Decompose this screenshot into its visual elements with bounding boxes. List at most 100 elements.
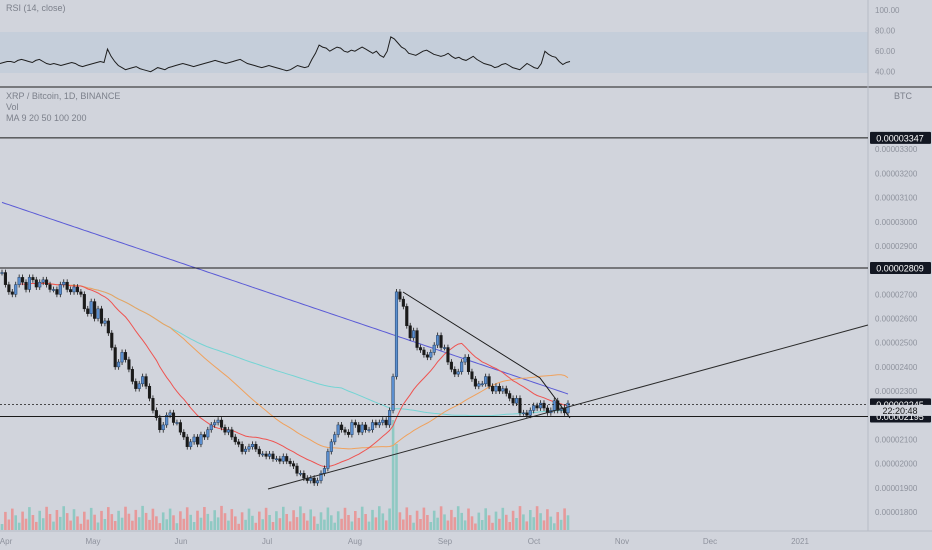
candle (429, 349, 433, 361)
candle (58, 281, 62, 298)
time-tick-label: 2021 (791, 537, 809, 546)
candle (377, 419, 381, 428)
volume-bar (192, 522, 196, 530)
candle (415, 327, 419, 351)
ascending-trendline[interactable] (267, 324, 869, 490)
volume-bar (158, 523, 162, 530)
candle (305, 475, 309, 484)
candle (154, 407, 158, 421)
candle (110, 330, 114, 351)
candle (134, 378, 138, 392)
volume-bar (299, 506, 302, 530)
price-tick-label: 0.00002400 (875, 363, 918, 372)
volume-bar (477, 512, 481, 530)
price-tick-label: 0.00003100 (875, 194, 918, 203)
candle (326, 448, 330, 472)
volume-bar (113, 521, 117, 530)
time-tick-label: Nov (615, 537, 629, 546)
rsi-axis: 100.00 80.00 60.00 40.00 (875, 6, 900, 77)
volume-bar (515, 518, 518, 530)
moving-averages (1, 201, 569, 468)
candle (192, 434, 196, 445)
volume-bar (295, 517, 299, 530)
volume-bar (374, 517, 378, 530)
candle (219, 417, 224, 431)
candle (329, 438, 333, 455)
volume-bar (120, 517, 124, 530)
volume-bar (76, 516, 79, 530)
candle (408, 322, 412, 341)
volume-bar (251, 515, 254, 530)
volume-bar (203, 507, 206, 530)
volume-bar (408, 515, 412, 530)
volume-bar (206, 513, 210, 530)
rsi-label: RSI (14, close) (6, 3, 66, 13)
price-tick-label: 0.00002100 (875, 435, 918, 444)
volume-bar (288, 521, 292, 530)
candle (309, 475, 313, 484)
volume-bar (45, 506, 48, 530)
price-tick-label: 0.00002700 (875, 290, 918, 299)
volume-bar (264, 507, 268, 530)
volume-bar (4, 511, 7, 530)
symbol-label: XRP / Bitcoin, 1D, BINANCE (6, 91, 120, 101)
candle (456, 368, 460, 378)
candle (274, 455, 278, 462)
volume-bar (196, 510, 199, 530)
candle (473, 376, 477, 390)
candle (298, 470, 302, 477)
volume-bar (148, 519, 151, 530)
candle (230, 426, 234, 440)
candle (556, 397, 560, 414)
volume-bar (398, 512, 402, 530)
volume-bar (487, 515, 491, 530)
volume-bar (230, 509, 234, 530)
volume-bar (107, 507, 110, 530)
candle (69, 286, 73, 295)
volume-bar (137, 517, 141, 530)
candle (333, 431, 337, 445)
candle (316, 477, 320, 486)
volume-bar (141, 505, 144, 530)
candle (189, 438, 193, 450)
volume-bar (199, 517, 203, 530)
price-tick-label: 0.00001900 (875, 484, 918, 493)
candle (268, 451, 272, 460)
price-level-value: 0.00003347 (876, 133, 924, 143)
volume-bar (55, 510, 59, 530)
candle (51, 286, 56, 293)
volume-bar (371, 509, 374, 530)
candle (178, 419, 182, 436)
candle (312, 475, 316, 486)
volume-bar (244, 519, 247, 530)
volume-bar (189, 514, 192, 530)
rsi-line (0, 36, 571, 73)
volume-bar (542, 520, 546, 530)
rsi-tick-label: 40.00 (875, 68, 896, 77)
candle (233, 434, 237, 445)
volume-bar (72, 509, 76, 530)
volume-bar (566, 515, 570, 530)
volume-bar (333, 522, 336, 530)
candle (545, 405, 549, 416)
volume-bar (505, 514, 508, 530)
candle (247, 443, 251, 453)
candle (147, 383, 152, 402)
volume-bar (429, 522, 433, 530)
candle (226, 426, 230, 436)
candle (21, 274, 25, 286)
candle (7, 281, 11, 295)
volume-bar (343, 507, 347, 530)
volume-bar (213, 510, 216, 530)
price-tick-label: 0.00003000 (875, 218, 918, 227)
volume-bar (209, 521, 213, 530)
volume-bar (24, 518, 28, 530)
volume-bar (155, 516, 158, 530)
candle (470, 368, 474, 382)
candle (319, 470, 323, 484)
volume-bar (258, 511, 261, 530)
candle (144, 373, 148, 390)
candle (288, 458, 292, 467)
rsi-tick-label: 80.00 (875, 27, 896, 36)
